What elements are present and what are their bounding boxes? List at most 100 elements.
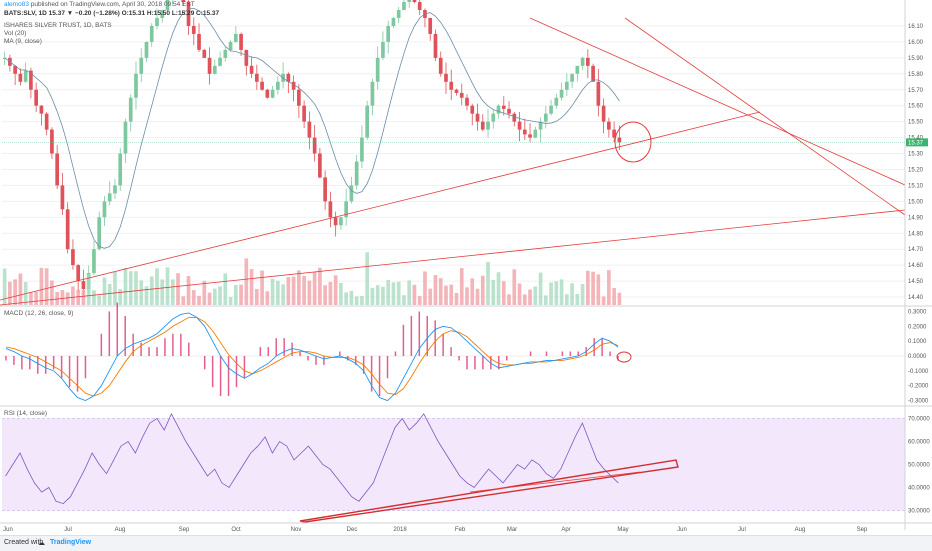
volume-bar [233,284,238,305]
price-tick-label: 15.70 [908,88,924,94]
rsi-tick-label: 60.0000 [908,440,930,446]
volume-bar [118,289,123,305]
volume-bar [139,280,144,305]
candle-body [186,2,191,26]
candle-body [354,161,359,186]
volume-bar [491,279,496,305]
volume-bar [528,289,532,305]
volume-bar [586,270,590,305]
candle-body [370,81,375,106]
candle-body [39,105,44,114]
candle-body [465,97,469,106]
volume-bar [276,280,280,305]
macd-signal-line [5,316,619,397]
rsi-line [5,412,619,505]
volume-bar [34,291,38,305]
ma-line [4,7,620,249]
volume-bar [549,282,553,305]
volume-bar [302,275,306,305]
volume-bar [480,275,485,305]
candle-body [328,201,333,218]
footer-brand[interactable]: TradingView [50,539,92,546]
candle-body [570,73,574,82]
candle-body [549,105,553,114]
x-tick-label: Jun [677,527,687,533]
candle-body [459,92,464,98]
volume-bar [444,285,448,305]
volume-bar [617,292,622,305]
volume-bar [165,267,170,305]
candle-body [517,121,522,130]
volume-bar [381,286,385,305]
price-tick-label: 15.10 [908,183,924,189]
macd-highlight-circle [616,351,632,363]
candle-body [50,129,54,154]
candle-body [181,0,186,3]
candle-body [564,81,569,90]
volume-bar [470,278,475,305]
price-tick-label: 16.00 [908,40,924,46]
candle-body [596,81,601,106]
candle-body [118,153,123,186]
volume-bar [44,268,49,305]
volume-bar [318,267,322,305]
volume-bar [65,292,70,305]
volume-bar [260,270,264,305]
candle-body [144,41,149,58]
candle-body [402,2,406,11]
candle-body [454,89,459,93]
candle-body [44,113,49,130]
candle-body [286,73,291,82]
candle-body [538,121,543,130]
candle-body [339,217,343,226]
candle-body [81,281,86,290]
volume-bar [2,268,7,305]
chart-title: ISHARES SILVER TRUST, 1D, BATS [4,22,112,29]
candle-body [396,10,401,18]
volume-bar [512,269,517,305]
rsi-tick-label: 50.0000 [908,463,930,469]
volume-bar [449,284,454,305]
volume-bar [202,280,207,305]
volume-bar [123,268,128,305]
candle-body [307,121,312,138]
volume-bar [186,276,191,305]
last-price-label: 15.37 [908,140,924,146]
volume-bar [128,271,133,305]
volume-bar [517,283,522,305]
volume-bar [501,281,506,305]
highlight-circle [614,121,652,163]
volume-bar [50,280,54,305]
candle-body [349,185,354,202]
volume-bar [417,296,422,305]
volume-bar [134,271,138,305]
candle-body [449,81,454,90]
candle-body [212,65,217,74]
candle-body [76,265,81,282]
candle-body [60,185,65,210]
candle-body [134,73,138,98]
candle-body [512,113,517,122]
volume-bar [354,296,359,305]
publisher-user[interactable]: alemo83 [4,1,29,8]
x-tick-label: Oct [231,527,241,533]
volume-bar [328,281,333,305]
candle-body [428,18,433,34]
volume-bar [107,283,112,305]
volume-bar [18,273,23,305]
candle-body [218,57,222,66]
candle-body [612,129,616,138]
volume-bar [601,296,606,305]
price-tick-label: 15.20 [908,167,924,173]
macd-tick-label: 0.1000 [908,339,927,345]
volume-bar [433,275,438,305]
x-tick-label: Apr [561,527,570,533]
trendline-resistance [529,17,906,186]
candle-body [407,0,412,3]
candle-body [239,33,243,50]
volume-bar [596,274,601,305]
volume-bar [396,281,401,305]
footer-bar: Created with ☁ TradingView [0,535,932,551]
candle-body [276,81,280,90]
